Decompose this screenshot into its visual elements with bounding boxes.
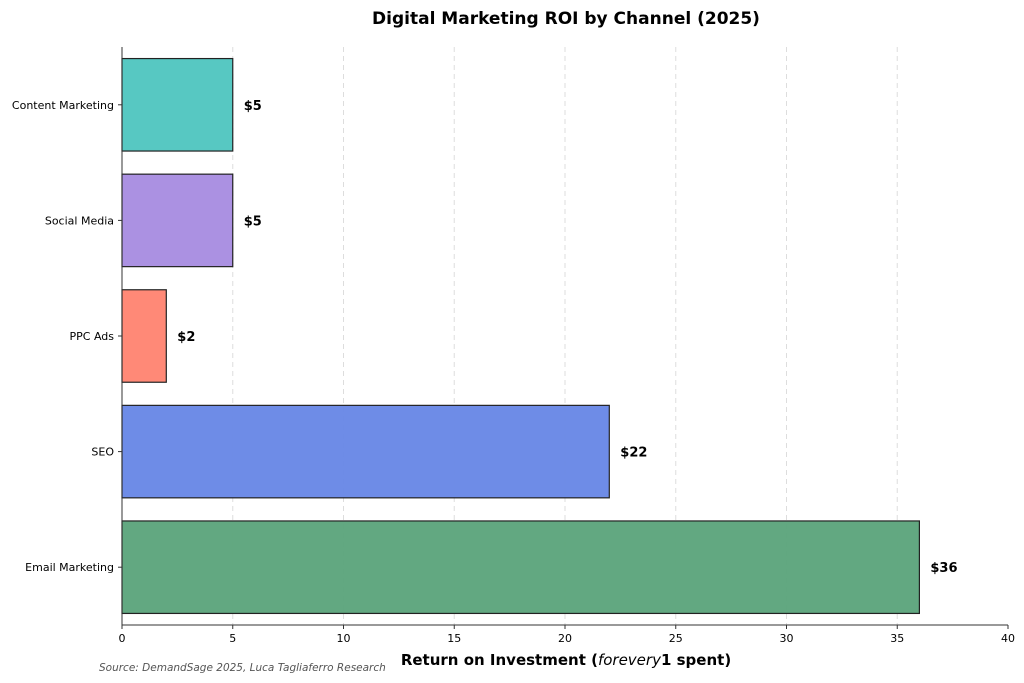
source-note: Source: DemandSage 2025, Luca Tagliaferr…: [99, 662, 386, 674]
x-ticks: 0 5 10 15 20 25 30 35 40: [119, 625, 1015, 645]
x-label-part: 1 spent): [661, 651, 731, 669]
x-axis-label: Return on Investment (forevery1 spent): [401, 651, 731, 669]
y-tick-label: PPC Ads: [70, 330, 115, 343]
x-label-italic: forevery: [598, 651, 662, 669]
y-tick-label: Email Marketing: [25, 561, 114, 574]
bar-content-marketing: [121, 57, 234, 152]
bar-seo: [121, 404, 610, 499]
x-tick-label: 25: [669, 632, 683, 645]
y-tick-label: Social Media: [45, 214, 114, 227]
y-tick-labels: Email Marketing SEO PPC Ads Social Media Con…: [12, 99, 122, 574]
x-tick-label: 40: [1001, 632, 1015, 645]
chart-title: Digital Marketing ROI by Channel (2025): [372, 9, 760, 29]
bar-ppc-ads: [121, 289, 167, 383]
x-tick-label: 20: [558, 632, 572, 645]
x-tick-label: 10: [337, 632, 351, 645]
y-tick-label: SEO: [91, 446, 114, 459]
y-tick-label: Content Marketing: [12, 99, 114, 112]
x-tick-label: 30: [780, 632, 794, 645]
bar-email-marketing: [121, 520, 921, 615]
x-tick-label: 0: [119, 632, 126, 645]
x-tick-label: 5: [229, 632, 236, 645]
value-label: $36: [930, 561, 957, 576]
value-label: $2: [177, 330, 195, 345]
x-tick-label: 35: [890, 632, 904, 645]
value-label: $5: [244, 214, 262, 229]
x-label-part: Return on Investment (: [401, 651, 598, 669]
x-tick-label: 15: [447, 632, 461, 645]
value-label: $22: [620, 446, 647, 461]
value-label: $5: [244, 99, 262, 114]
bar-social-media: [121, 173, 234, 268]
bars: $36 $22 $2 $5 $5: [121, 57, 958, 615]
